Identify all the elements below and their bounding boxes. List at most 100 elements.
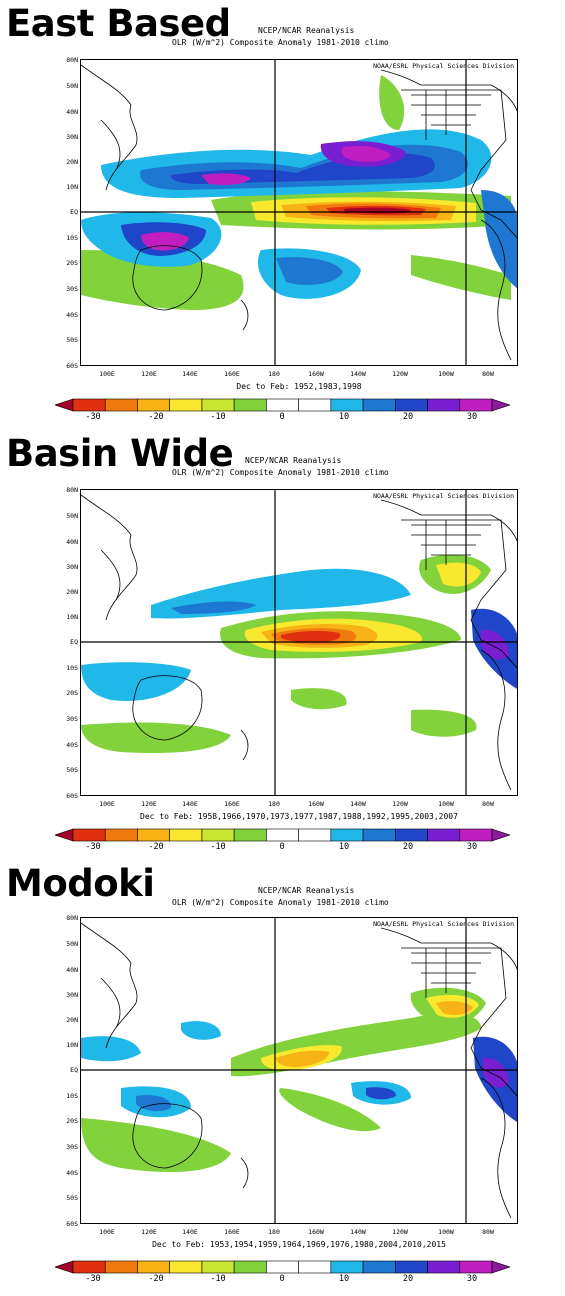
map-subtitle: OLR (W/m^2) Composite Anomaly 1981-2010 …	[172, 468, 389, 477]
positive-anomaly-region	[81, 1036, 141, 1062]
colorbar-label: 10	[338, 1274, 350, 1284]
colorbar-cell	[104, 828, 138, 842]
panel-heading: Modoki	[6, 862, 155, 905]
colorbar	[55, 1260, 510, 1274]
lon-label: 160E	[224, 370, 240, 378]
colorbar-cell	[266, 1260, 299, 1274]
colorbar-label: -30	[85, 842, 101, 852]
map-frame: NOAA/ESRL Physical Sciences Division	[80, 489, 518, 796]
colorbar-cell	[330, 398, 364, 412]
lon-label: 140W	[350, 1228, 366, 1236]
colorbar-label: -20	[148, 842, 164, 852]
lon-label: 120W	[392, 800, 408, 808]
colorbar-cell	[55, 398, 74, 412]
lat-label: 20S	[66, 689, 78, 697]
source-title: NCEP/NCAR Reanalysis	[245, 456, 342, 465]
lat-label: 20S	[66, 259, 78, 267]
colorbar-cell	[72, 398, 106, 412]
colorbar-label: -20	[148, 412, 164, 422]
lat-label: 80N	[66, 914, 78, 922]
positive-anomaly-region	[276, 257, 343, 285]
source-title: NCEP/NCAR Reanalysis	[258, 886, 355, 895]
colorbar-label: -10	[210, 842, 226, 852]
colorbar-label: -10	[210, 412, 226, 422]
lat-label: 60S	[66, 792, 78, 800]
map-frame: NOAA/ESRL Physical Sciences Division	[80, 917, 518, 1224]
colorbar-label: 0	[279, 412, 285, 422]
panel-heading: Basin Wide	[6, 432, 234, 475]
positive-anomaly-region	[141, 232, 189, 251]
colorbar-label: 10	[338, 412, 350, 422]
lon-label: 100E	[99, 1228, 115, 1236]
lon-label: 100W	[438, 800, 454, 808]
colorbar-cell	[330, 1260, 364, 1274]
colorbar-label: 30	[466, 412, 478, 422]
lat-label: 50S	[66, 766, 78, 774]
colorbar-cell	[201, 828, 235, 842]
panel-heading: East Based	[6, 2, 231, 45]
colorbar-cell	[459, 398, 493, 412]
negative-anomaly-region	[281, 630, 341, 643]
lon-label: 80W	[482, 370, 494, 378]
colorbar-label: 30	[466, 1274, 478, 1284]
lon-label: 120E	[141, 1228, 157, 1236]
colorbar-cell	[104, 1260, 138, 1274]
positive-anomaly-region	[366, 1087, 396, 1100]
colorbar-label: 30	[466, 842, 478, 852]
colorbar-cell	[201, 398, 235, 412]
lat-label: 10S	[66, 1092, 78, 1100]
lon-label: 160E	[224, 800, 240, 808]
colorbar-cell	[459, 1260, 493, 1274]
lon-label: 180	[268, 370, 280, 378]
lon-label: 160W	[308, 370, 324, 378]
lat-label: 20N	[66, 158, 78, 166]
lat-label: 80N	[66, 56, 78, 64]
lon-label: 160E	[224, 1228, 240, 1236]
colorbar-cell	[362, 398, 396, 412]
positive-anomaly-region	[181, 1021, 221, 1040]
colorbar-cell	[298, 1260, 332, 1274]
colorbar-cell	[298, 398, 332, 412]
negative-anomaly-region	[279, 1088, 381, 1132]
lat-label: 50S	[66, 336, 78, 344]
credit-text: NOAA/ESRL Physical Sciences Division	[373, 62, 514, 70]
lat-label: 40S	[66, 311, 78, 319]
positive-anomaly-region	[481, 629, 509, 660]
lon-label: 180	[268, 1228, 280, 1236]
colorbar	[55, 398, 510, 412]
lat-label: 40N	[66, 538, 78, 546]
lat-label: 40S	[66, 1169, 78, 1177]
colorbar-label: 20	[402, 1274, 414, 1284]
negative-anomaly-region	[81, 250, 244, 310]
colorbar-cell	[137, 828, 170, 842]
negative-anomaly-region	[436, 1001, 473, 1016]
lat-label: 30S	[66, 715, 78, 723]
lat-label: 10N	[66, 613, 78, 621]
positive-anomaly-region	[341, 145, 391, 162]
lon-label: 160W	[308, 800, 324, 808]
lon-label: 120W	[392, 370, 408, 378]
olr-anomaly-map	[81, 490, 517, 795]
lat-label: 60S	[66, 1220, 78, 1228]
colorbar-label: -10	[210, 1274, 226, 1284]
credit-text: NOAA/ESRL Physical Sciences Division	[373, 492, 514, 500]
lon-label: 140W	[350, 370, 366, 378]
credit-text: NOAA/ESRL Physical Sciences Division	[373, 920, 514, 928]
colorbar-cell	[330, 828, 364, 842]
lon-label: 120W	[392, 1228, 408, 1236]
negative-anomaly-region	[411, 709, 477, 737]
period-label: Dec to Feb: 1952,1983,1998	[236, 382, 362, 391]
positive-anomaly-region	[201, 173, 251, 185]
lon-label: 140E	[182, 1228, 198, 1236]
olr-anomaly-map	[81, 918, 517, 1223]
colorbar-cell	[491, 828, 510, 842]
period-label: Dec to Feb: 1953,1954,1959,1964,1969,197…	[152, 1240, 446, 1249]
lon-label: 140W	[350, 800, 366, 808]
map-subtitle: OLR (W/m^2) Composite Anomaly 1981-2010 …	[172, 38, 389, 47]
colorbar-cell	[459, 828, 493, 842]
colorbar-cell	[137, 398, 170, 412]
lon-label: 120E	[141, 370, 157, 378]
colorbar-cell	[427, 828, 461, 842]
colorbar-label: -20	[148, 1274, 164, 1284]
lat-label: 20N	[66, 588, 78, 596]
